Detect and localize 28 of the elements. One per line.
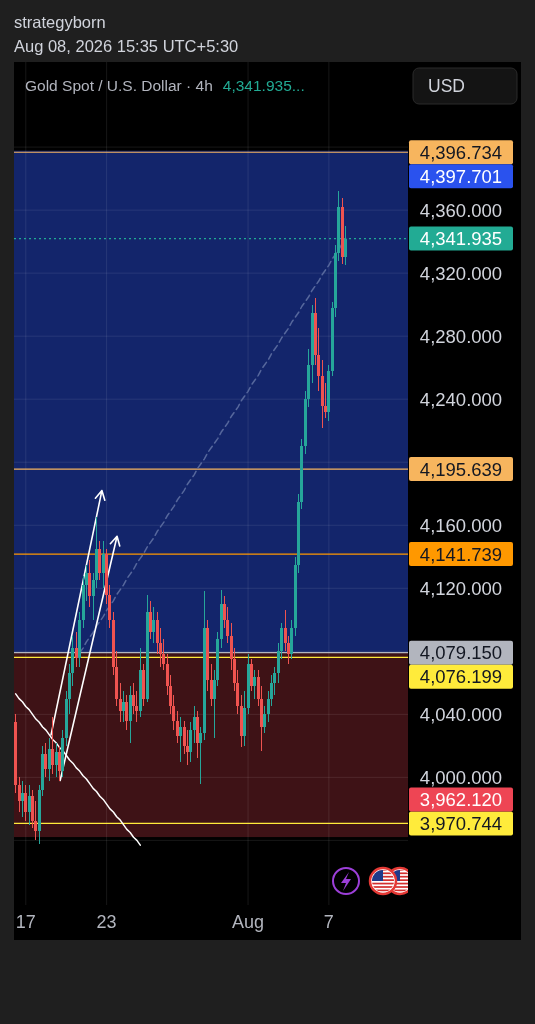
candlestick [199, 726, 202, 784]
x-tick-label: Aug [232, 912, 265, 932]
ref-line-label: 4,195.639 [419, 458, 503, 480]
y-tick-label: 4,120.000 [419, 577, 503, 599]
y-tick-label: 4,280.000 [419, 325, 503, 347]
annotation: 4,341.935... [222, 77, 305, 94]
text: Gold Spot / U.S. Dollar · 4h [25, 77, 213, 94]
x-tick-label: 7 [323, 912, 334, 932]
band-label: 3,962.120 [419, 788, 503, 810]
ref-line-label: 4,341.935 [419, 228, 503, 250]
ref-line-label: 3,970.744 [419, 812, 503, 834]
chart-subtitle: Aug 08, 2026 15:35 UTC+5:30 [14, 37, 239, 55]
band-label: 4,397.701 [419, 165, 503, 187]
x-tick-label: 17 [15, 912, 36, 932]
y-tick-label: 4,240.000 [419, 388, 503, 410]
ref-line-label: 4,076.199 [419, 666, 503, 688]
line-series [14, 693, 142, 846]
y-tick-label: 4,320.000 [419, 262, 503, 284]
y-tick-label: 4,000.000 [419, 766, 503, 788]
y-tick-label: 4,160.000 [419, 514, 503, 536]
text: USD [428, 76, 465, 96]
ref-line-label: 4,396.734 [419, 141, 503, 163]
text: strategyborn [14, 13, 106, 31]
ref-line-label: 4,141.739 [419, 543, 503, 565]
x-tick-label: 23 [96, 912, 117, 932]
y-tick-label: 4,360.000 [419, 199, 503, 221]
ref-line-label: 4,079.150 [419, 642, 503, 664]
y-tick-label: 4,040.000 [419, 703, 503, 725]
